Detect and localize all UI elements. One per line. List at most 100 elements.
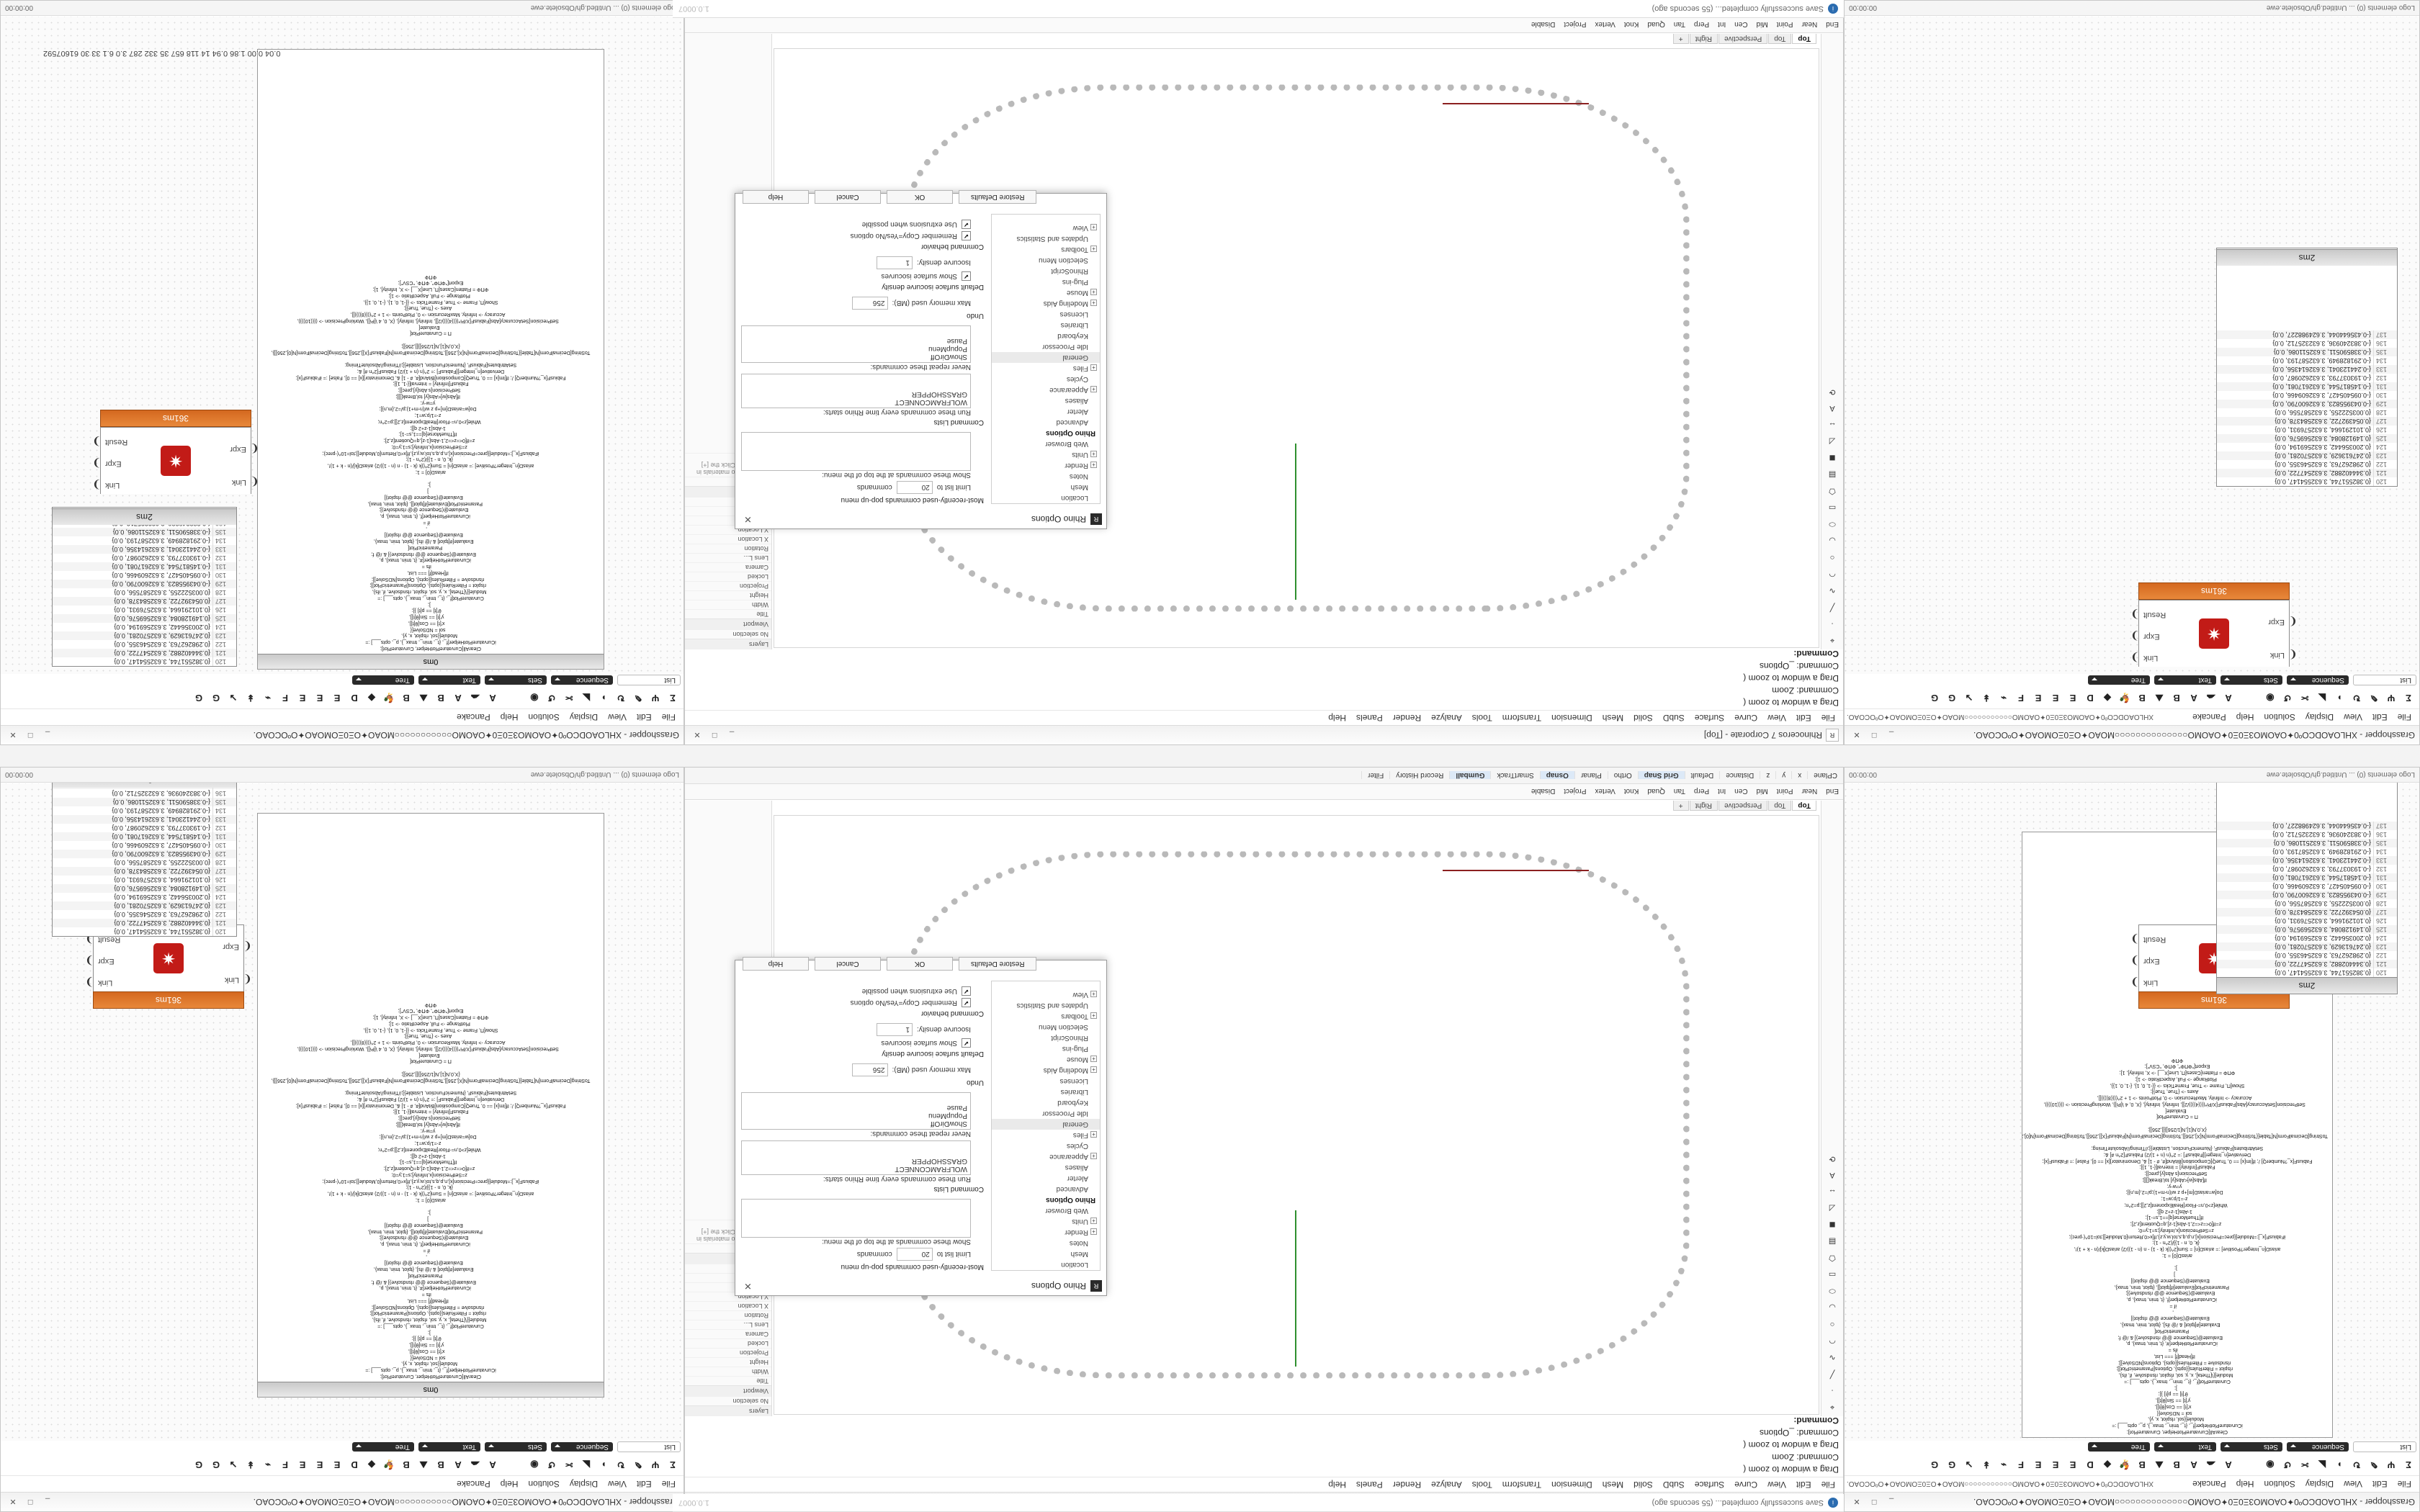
curve-icon[interactable]: ◠ [1829, 1336, 1836, 1345]
cancel-button[interactable]: Cancel [815, 957, 881, 971]
options-tree-item-licenses[interactable]: Licenses [1059, 310, 1088, 318]
table-row[interactable]: 134 {-0.291828949, 3.632587193, 0.0} [2217, 847, 2397, 856]
eye-icon[interactable]: ◉ [2266, 693, 2275, 703]
options-tree-item-selection-menu[interactable]: Selection Menu [1039, 1023, 1088, 1031]
table-row[interactable]: 122 {0.298262763, 3.632546355, 0.0} [2217, 460, 2397, 469]
letter-e-icon[interactable]: E [2069, 693, 2076, 703]
rhino-command-prompt[interactable]: Command: [1793, 649, 1839, 659]
rhino-menu-edit[interactable]: Edit [1796, 713, 1811, 723]
gh-output-port-link[interactable]: ❩ [2130, 976, 2140, 988]
rhino-options-dialog-top[interactable]: R Rhino Options ✕ Location Mesh NotesRende… [735, 190, 1107, 529]
minimize-icon[interactable]: _ [45, 731, 50, 739]
dimension-icon[interactable]: ↔ [1828, 1187, 1837, 1196]
gh-output-port-result[interactable]: ❩ [2130, 608, 2140, 620]
gh-output-port-link[interactable]: ❩ [2130, 651, 2140, 663]
surface-icon[interactable]: ◗ [601, 693, 606, 703]
table-row[interactable]: 128 {0.003522255, 3.632587556, 0.0} [53, 588, 236, 597]
restore-defaults-button[interactable]: Restore Defaults [959, 190, 1037, 204]
options-tree-item-keyboard[interactable]: Keyboard [1057, 1099, 1088, 1107]
gh-output-port-expr[interactable]: ❩ [92, 456, 102, 469]
dialog-close-icon[interactable]: ✕ [744, 514, 752, 525]
panel-title-layers[interactable]: Layers [685, 639, 771, 649]
gh-ribbon-icons[interactable]: Σ Ψ ✎ ↻ ◗ ◣ ✂ ↺ ◉ A ☁ A B ⛰ B 🐓 ◆ D E [1845, 687, 2419, 708]
letter-e3-icon[interactable]: E [299, 693, 306, 703]
table-row[interactable]: 126 {0.101291664, 3.632576931, 0.0} [2217, 917, 2397, 925]
rhino-menu-file[interactable]: File [1821, 713, 1835, 723]
solid-icon[interactable]: ◼ [1829, 1220, 1836, 1229]
options-tree-item-aliases[interactable]: Aliases [1065, 1164, 1088, 1171]
rhino-menu-view[interactable]: View [1767, 713, 1786, 723]
table-row[interactable]: 133 {-0.244123041, 3.632614356, 0.0} [2217, 856, 2397, 865]
curve-icon[interactable]: ↻ [617, 693, 625, 703]
sigma-icon[interactable]: Σ [2406, 693, 2411, 703]
remember-copy-checkbox[interactable]: ✔ [962, 998, 971, 1007]
table-row[interactable]: 122 {0.298262763, 3.632546355, 0.0} [53, 910, 236, 919]
startup-listbox[interactable]: WOLFRAMCONNECT GRASSHOPPER [741, 1140, 971, 1175]
menu-display[interactable]: Display [2305, 712, 2334, 722]
osnap-knot[interactable]: Knot [1623, 787, 1639, 796]
table-row[interactable]: 131 {-0.145817544, 3.632617081, 0.0} [2217, 873, 2397, 882]
scissors-icon[interactable]: ✂ [2300, 693, 2309, 703]
gh-canvas[interactable]: 0ms ClearAll[CurvaturePlotHelper, Curvat… [1, 770, 684, 1441]
panel-title-viewport[interactable]: Viewport [685, 1385, 771, 1396]
remember-copy-checkbox[interactable]: ✔ [962, 231, 971, 240]
gh-tab-text[interactable]: Text [2154, 675, 2216, 685]
maxmem-input[interactable]: 256 [851, 297, 888, 310]
panel-title-viewport[interactable]: Viewport [685, 618, 771, 629]
gh-component-wolfram[interactable]: ❨ ❨ Link Expr Link Expr Result ❩ ❩ ❩ ✷ 3… [92, 410, 259, 494]
table-row[interactable]: 136{-0.383240936, 3.632325712, 0.0} [2217, 339, 2397, 348]
mountain-icon[interactable]: ⛰ [419, 693, 428, 703]
letter-b2-icon[interactable]: B [2138, 693, 2146, 703]
options-tree-item-alerter[interactable]: Alerter [1067, 408, 1088, 415]
surface-icon[interactable]: ▤ [1828, 1237, 1837, 1246]
table-row[interactable]: 128 {0.003522255, 3.632587556, 0.0} [53, 858, 236, 867]
letter-a-icon[interactable]: A [489, 693, 496, 703]
table-row[interactable]: 120 {0.382551744, 3.632554147, 0.0} [2217, 477, 2397, 486]
status-toggle-osnap[interactable]: Osnap [1539, 771, 1574, 780]
gh-component-body[interactable]: ❨ ❨ Link Expr Link Expr Result ❩ ❩ ❩ ✷ [92, 427, 259, 494]
rhino-titlebar[interactable]: R Rhinoceros 7 Corporate - [Top] _ □ ✕ [685, 725, 1843, 744]
isocurve-density-input[interactable]: 1 [876, 256, 913, 269]
table-row[interactable]: 136{-0.383240936, 3.632325712, 0.0} [2217, 830, 2397, 839]
table-row[interactable]: 133 {-0.244123041, 3.632614356, 0.0} [53, 545, 236, 554]
maxmem-input[interactable]: 256 [851, 1063, 888, 1076]
panel-title-layers[interactable]: Layers [685, 1405, 771, 1416]
osnap-point[interactable]: Point [1776, 787, 1793, 796]
table-row[interactable]: 125 {0.149128084, 3.632569576, 0.0} [53, 884, 236, 893]
options-tree[interactable]: Location Mesh NotesRenderUnitsWeb Browser R… [991, 214, 1101, 504]
table-row[interactable]: 121 {0.344402882, 3.632547722, 0.0} [2217, 469, 2397, 477]
dialog-close-icon[interactable]: ✕ [744, 1281, 752, 1292]
letter-g-icon[interactable]: G [212, 693, 220, 703]
norepeat-item-2[interactable]: Pause [946, 1104, 967, 1112]
bug-icon[interactable]: ⌁ [2001, 693, 2007, 703]
gh-input-port-expr[interactable]: ❨ [2288, 615, 2298, 627]
polygon-icon[interactable]: ⬠ [1829, 1254, 1836, 1262]
show-isocurves-checkbox[interactable]: ✔ [962, 271, 971, 281]
options-tree-item-advanced[interactable]: Advanced [1056, 1185, 1088, 1193]
table-row[interactable]: 135 {-0.338590511, 3.632511086, 0.0} [2217, 348, 2397, 356]
gh-ribbon-tabs[interactable]: List Sequence Sets Text Tree [1, 674, 684, 687]
letter-e3-icon[interactable]: E [2035, 693, 2042, 703]
mountain-icon[interactable]: ⛰ [2155, 693, 2164, 703]
menu-pancake[interactable]: Pancake [2192, 712, 2226, 722]
norepeat-item-1[interactable]: PopupMenu [928, 1112, 967, 1120]
eye-icon[interactable]: ◉ [530, 693, 539, 703]
help-button[interactable]: Help [743, 957, 809, 971]
minimize-icon[interactable]: _ [1888, 731, 1894, 739]
close-icon[interactable]: ✕ [9, 730, 17, 739]
rhino-left-toolbar[interactable]: ⌖ · ╱ ∿ ◠ ○ ◡ ⬭ ▭ ⬠ ▤ ◼ ◿ ↔ A ⟳ [1821, 801, 1843, 1416]
table-row[interactable]: 124 {0.200356442, 3.632569194, 0.0} [53, 893, 236, 901]
gh-menubar[interactable]: File Edit View Display Solution Help Pan… [1, 708, 684, 725]
gh-menubar[interactable]: File Edit View Display Solution Help Pan… [1845, 708, 2419, 725]
gh-output-port-expr[interactable]: ❩ [2130, 954, 2140, 966]
options-tree-item-render[interactable]: Render [992, 1227, 1100, 1238]
viewport-tabs[interactable]: Top Top Perspective Right + [772, 801, 1821, 814]
rhino-menu-dimension[interactable]: Dimension [1551, 713, 1592, 723]
rhino-osnap-bar[interactable]: End Near Point Mid Cen Int Perp Tan Quad Knot Vert… [685, 783, 1843, 800]
gh-tab-text[interactable]: Text [418, 675, 480, 685]
gh-tab-tree[interactable]: Tree [2088, 675, 2150, 685]
norepeat-listbox[interactable]: ShowDirOff PopupMenu Pause [741, 325, 971, 363]
norepeat-item-0[interactable]: ShowDirOff [931, 353, 967, 361]
menu-help[interactable]: Help [500, 712, 519, 722]
options-tree-item-location[interactable]: Location [1061, 494, 1088, 502]
